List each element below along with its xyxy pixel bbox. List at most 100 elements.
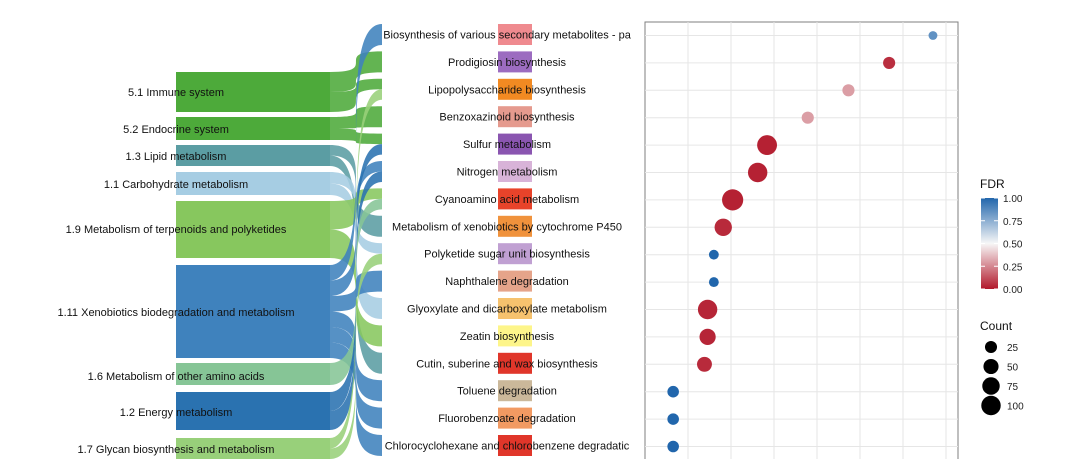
sankey-target-label: Benzoxazinoid biosynthesis bbox=[439, 112, 575, 124]
fdr-tick-label: 0.50 bbox=[1003, 240, 1023, 251]
sankey-target-node bbox=[498, 161, 532, 182]
sankey-source-label: 5.2 Endocrine system bbox=[123, 124, 229, 136]
sankey-link bbox=[330, 51, 382, 92]
sankey-target-label: Zeatin biosynthesis bbox=[460, 331, 555, 343]
dot-panel-border bbox=[644, 21, 959, 459]
count-legend-label: 50 bbox=[1007, 363, 1019, 374]
dot-point bbox=[667, 440, 679, 453]
count-legend-dot bbox=[981, 395, 1001, 416]
sankey-target-label: Naphthalene degradation bbox=[445, 276, 569, 288]
sankey-source-node bbox=[176, 438, 330, 459]
dot-plot-panel bbox=[644, 21, 959, 459]
sankey-source-label: 1.2 Energy metabolism bbox=[120, 407, 233, 419]
fdr-tick-label: 1.00 bbox=[1003, 194, 1023, 205]
dot-point bbox=[714, 218, 732, 236]
count-legend-dot bbox=[984, 340, 998, 354]
sankey-target-label: Toluene degradation bbox=[457, 386, 557, 398]
sankey-source-label: 5.1 Immune system bbox=[128, 87, 224, 99]
fdr-colorbar bbox=[981, 198, 998, 289]
dot-point bbox=[842, 84, 855, 97]
count-legend-label: 75 bbox=[1007, 382, 1019, 393]
dot-point bbox=[697, 299, 718, 320]
count-legend-label: 25 bbox=[1007, 343, 1019, 354]
sankey-link bbox=[330, 171, 382, 430]
sankey-target-label: Cutin, suberine and wax biosynthesis bbox=[416, 358, 598, 370]
sankey-target-label: Glyoxylate and dicarboxylate metabolism bbox=[407, 304, 607, 316]
legend: FDR 1.00 0.75 0.50 0.25 0.00 Count 25 50 75 100 bbox=[980, 177, 1024, 416]
dot-point bbox=[697, 356, 712, 372]
sankey-source-label: 1.9 Metabolism of terpenoids and polyket… bbox=[66, 224, 287, 236]
fdr-tick-label: 0.75 bbox=[1003, 217, 1023, 228]
sankey-target-node bbox=[498, 78, 532, 100]
sankey-target-node bbox=[498, 380, 532, 402]
sankey-source-node bbox=[176, 392, 330, 430]
dot-point bbox=[747, 162, 768, 183]
sankey-target-label: Prodigiosin biosynthesis bbox=[448, 57, 567, 69]
sankey-target-node bbox=[498, 188, 532, 210]
fdr-tick-label: 0.00 bbox=[1003, 285, 1023, 296]
sankey-target-label: Lipopolysaccharide biosynthesis bbox=[428, 84, 586, 96]
dot-point bbox=[757, 135, 778, 156]
sankey-target-nodes: Biosynthesis of various secondary metabo… bbox=[383, 24, 632, 456]
sankey-target-node bbox=[498, 270, 532, 292]
sankey-source-label: 1.6 Metabolism of other amino acids bbox=[88, 371, 265, 383]
dot-point bbox=[708, 249, 719, 260]
sankey-target-node bbox=[498, 325, 532, 347]
sankey-link bbox=[330, 24, 382, 281]
count-legend-title: Count bbox=[980, 319, 1013, 333]
fdr-legend-title: FDR bbox=[980, 177, 1005, 191]
dot-point bbox=[708, 277, 719, 288]
sankey-link bbox=[330, 128, 382, 145]
count-legend-dot bbox=[982, 377, 1000, 395]
sankey-target-label: Polyketide sugar unit biosynthesis bbox=[424, 249, 590, 261]
sankey-link bbox=[330, 106, 382, 129]
sankey-target-node bbox=[498, 24, 532, 45]
fdr-tick-label: 0.25 bbox=[1003, 262, 1023, 273]
sankey-link bbox=[330, 188, 382, 230]
sankey-target-node bbox=[498, 106, 532, 128]
dot-point bbox=[883, 56, 896, 69]
dot-point bbox=[699, 328, 716, 346]
sankey-target-node bbox=[498, 352, 532, 374]
sankey-links bbox=[330, 24, 382, 459]
sankey-link bbox=[330, 327, 382, 429]
sankey-source-node bbox=[176, 201, 330, 258]
sankey-target-label: Sulfur metabolism bbox=[463, 139, 551, 151]
sankey-link bbox=[330, 78, 382, 112]
sankey-target-node bbox=[498, 51, 532, 73]
sankey-target-node bbox=[498, 435, 532, 456]
sankey-source-nodes: 5.1 Immune system 5.2 Endocrine system 1.3… bbox=[57, 72, 330, 459]
dot-point bbox=[667, 413, 679, 425]
sankey-target-label: Cyanoamino acid metabolism bbox=[435, 194, 579, 206]
sankey-source-label: 1.11 Xenobiotics biodegradation and meta… bbox=[57, 307, 294, 319]
sankey-target-label: Chlorocyclohexane and chlorobenzene degr… bbox=[385, 441, 630, 453]
sankey-source-node bbox=[176, 117, 330, 140]
sankey-target-node bbox=[498, 133, 532, 155]
sankey-source-label: 1.1 Carbohydrate metabolism bbox=[104, 179, 248, 191]
sankey-source-label: 1.7 Glycan biosynthesis and metabolism bbox=[78, 444, 275, 456]
sankey-source-node bbox=[176, 172, 330, 195]
sankey-target-node bbox=[498, 215, 532, 237]
dot-point bbox=[722, 189, 744, 211]
sankey-target-label: Metabolism of xenobiotics by cytochrome … bbox=[392, 221, 622, 233]
sankey-target-label: Nitrogen metabolism bbox=[457, 167, 558, 179]
sankey-source-label: 1.3 Lipid metabolism bbox=[126, 151, 227, 163]
count-legend-label: 100 bbox=[1007, 402, 1024, 413]
sankey-target-node bbox=[498, 243, 532, 265]
sankey-source-node bbox=[176, 265, 330, 358]
dot-point bbox=[801, 111, 814, 124]
sankey-source-node bbox=[176, 145, 330, 166]
dot-point bbox=[667, 385, 679, 398]
sankey-target-label: Biosynthesis of various secondary metabo… bbox=[383, 30, 632, 42]
sankey-link bbox=[330, 253, 382, 459]
sankey-source-node bbox=[176, 72, 330, 112]
sankey-target-label: Fluorobenzoate degradation bbox=[438, 413, 576, 425]
sankey-link bbox=[330, 161, 382, 296]
sankey-source-node bbox=[176, 363, 330, 385]
sankey-link bbox=[330, 183, 382, 319]
dot-point bbox=[928, 31, 938, 40]
sankey-link bbox=[330, 342, 382, 456]
sankey-target-node bbox=[498, 407, 532, 429]
count-legend-dot bbox=[983, 358, 999, 375]
